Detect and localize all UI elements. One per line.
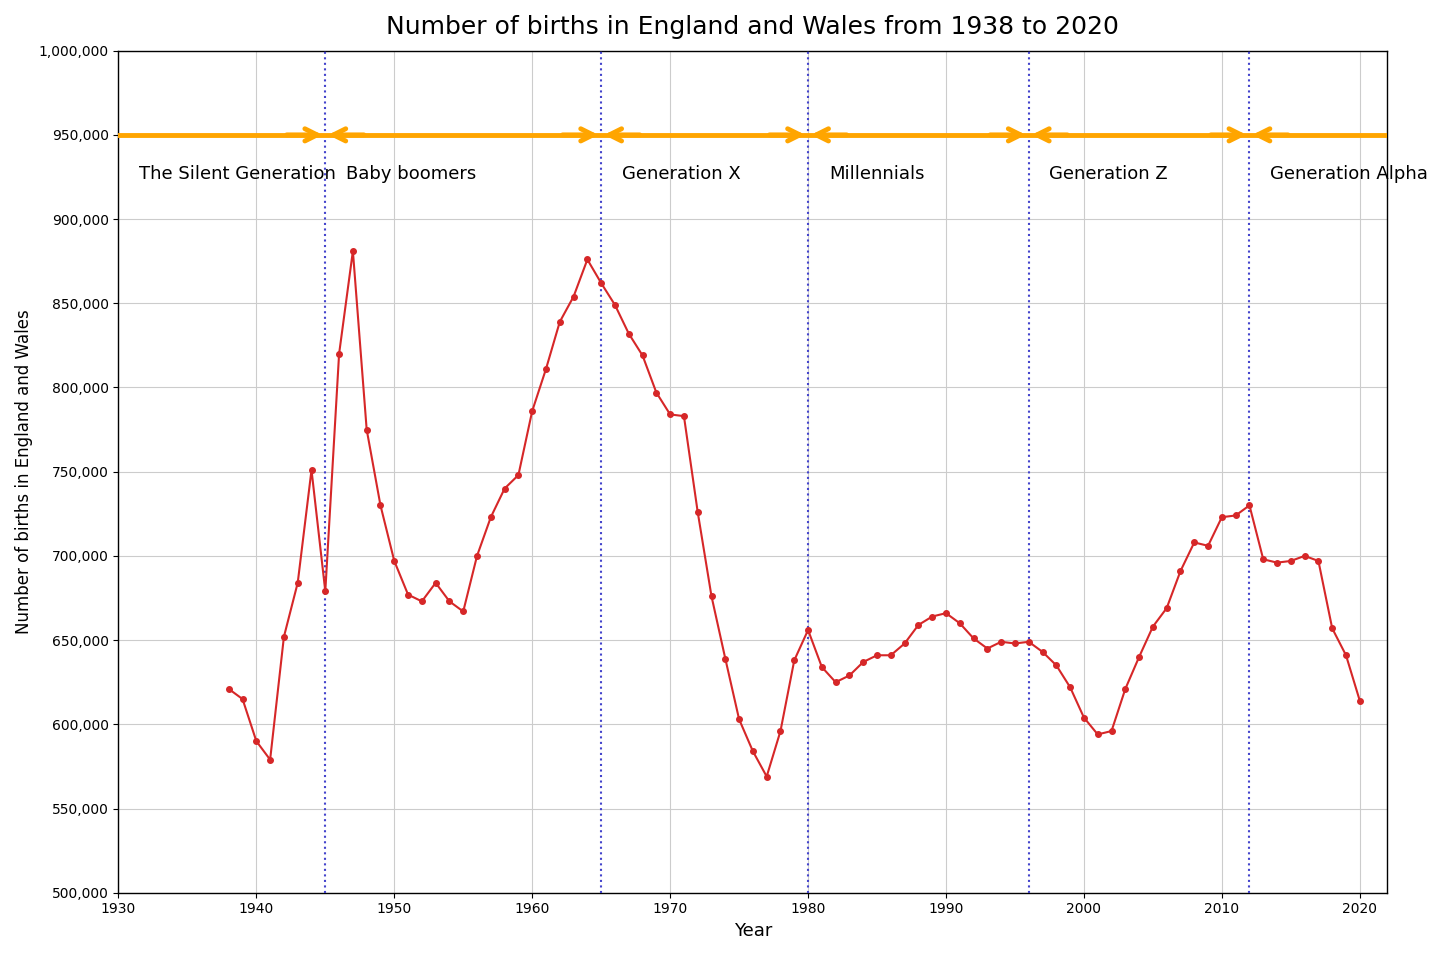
Text: The Silent Generation: The Silent Generation (140, 165, 336, 183)
Text: Generation X: Generation X (622, 165, 741, 183)
Text: Generation Alpha: Generation Alpha (1270, 165, 1428, 183)
Text: Generation Z: Generation Z (1050, 165, 1168, 183)
Title: Number of births in England and Wales from 1938 to 2020: Number of births in England and Wales fr… (386, 15, 1120, 39)
Text: Millennials: Millennials (828, 165, 925, 183)
Text: Baby boomers: Baby boomers (347, 165, 476, 183)
Y-axis label: Number of births in England and Wales: Number of births in England and Wales (15, 309, 33, 634)
X-axis label: Year: Year (734, 922, 772, 940)
